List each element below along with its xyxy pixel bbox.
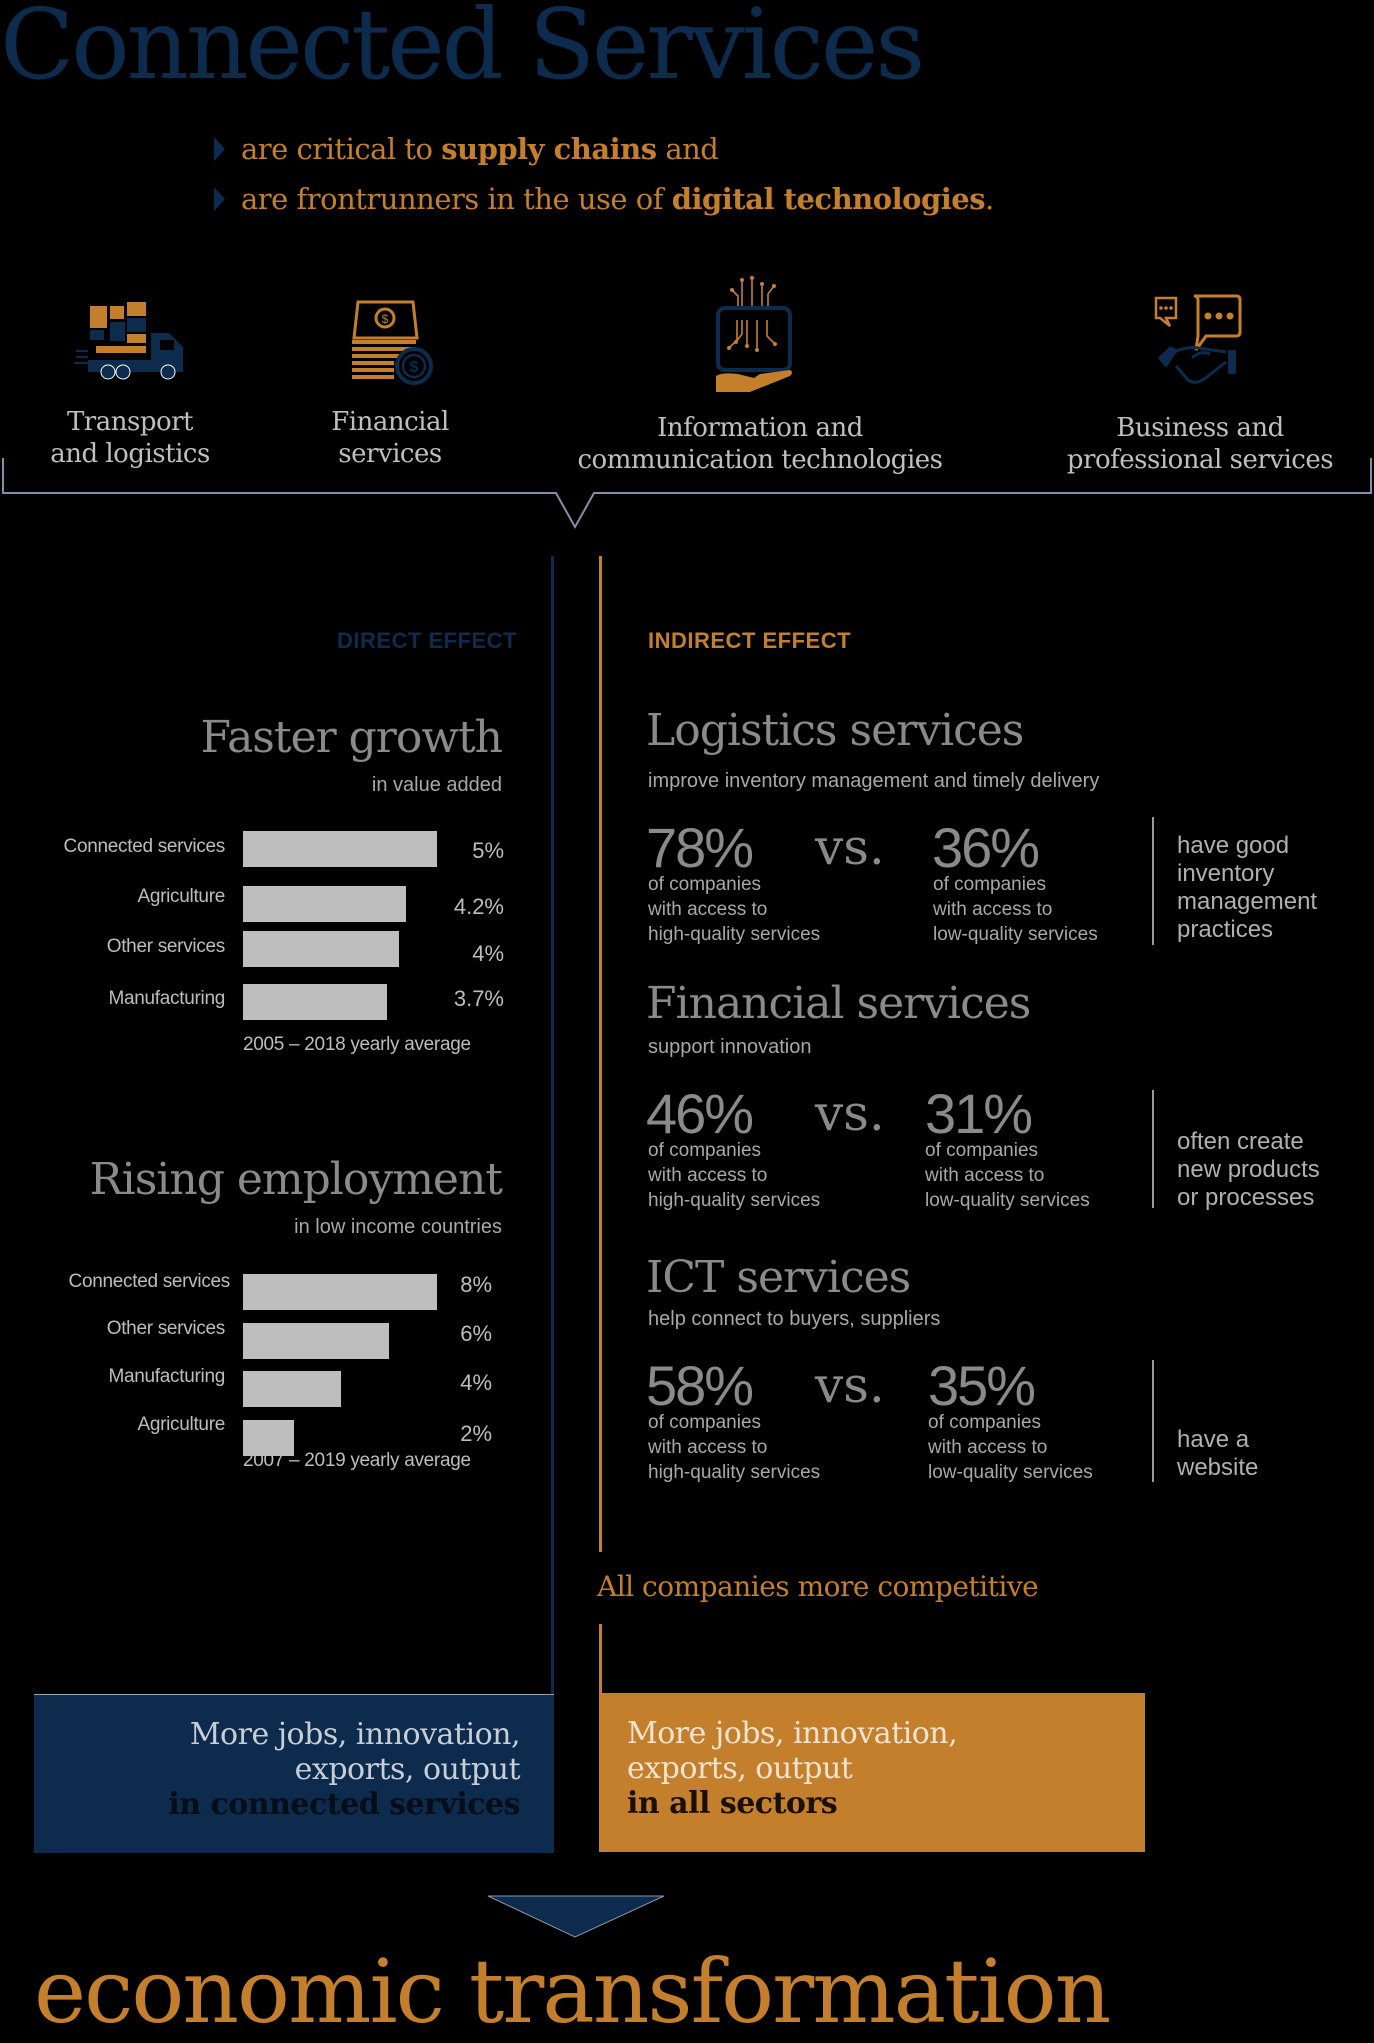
ict-low-pct: 35% bbox=[928, 1354, 1036, 1417]
result-divider bbox=[1152, 817, 1154, 945]
employment-title: Rising employment bbox=[89, 1154, 503, 1205]
ict-high-desc: of companies with access to high-quality… bbox=[648, 1412, 821, 1483]
ict-result: have a website bbox=[1177, 1426, 1259, 1481]
indirect-outcome-box: More jobs, innovation, exports, output i… bbox=[599, 1693, 1145, 1852]
bullet-digital-tech: are frontrunners in the use of digital t… bbox=[214, 174, 994, 224]
competitive-label: All companies more competitive bbox=[597, 1570, 1039, 1603]
employment-subtitle: in low income countries bbox=[294, 1216, 502, 1238]
bar-value: 4% bbox=[472, 941, 504, 966]
bar-label: Other services bbox=[106, 1318, 226, 1339]
result-divider bbox=[1152, 1360, 1154, 1482]
money-stack-icon: $ $ bbox=[352, 300, 433, 385]
svg-text:$: $ bbox=[410, 359, 419, 376]
financial-low-desc: of companies with access to low-quality … bbox=[925, 1140, 1090, 1211]
result-divider bbox=[1152, 1090, 1154, 1208]
bar-agriculture bbox=[243, 886, 406, 922]
indirect-connector-line-lower bbox=[599, 1624, 602, 1694]
logistics-high-pct: 78% bbox=[646, 816, 754, 879]
bar-label: Agriculture bbox=[137, 1414, 225, 1435]
ict-low-desc: of companies with access to low-quality … bbox=[928, 1412, 1093, 1483]
financial-low-pct: 31% bbox=[925, 1082, 1033, 1145]
bullet-triangle-icon bbox=[214, 137, 225, 161]
indirect-effect-heading: INDIRECT EFFECT bbox=[648, 628, 852, 653]
bar-label: Connected services bbox=[63, 836, 226, 857]
bar-label: Connected services bbox=[68, 1271, 231, 1292]
indirect-outcome-text: More jobs, innovation, exports, output i… bbox=[627, 1716, 958, 1821]
financial-subtitle: support innovation bbox=[648, 1036, 812, 1058]
bullet-text: are critical to bbox=[241, 132, 433, 166]
financial-high-pct: 46% bbox=[646, 1082, 754, 1145]
indirect-connector-line bbox=[599, 556, 602, 1552]
growth-note: 2005 – 2018 yearly average bbox=[243, 1034, 471, 1055]
footer-conclusion: economic transformation bbox=[34, 1940, 1111, 2043]
bullet-supply-chains: are critical to supply chains and bbox=[214, 124, 994, 174]
svg-text:$: $ bbox=[382, 312, 389, 326]
bar-value: 4% bbox=[460, 1370, 492, 1395]
bar-value: 2% bbox=[460, 1421, 492, 1446]
bullet-triangle-icon bbox=[214, 187, 225, 211]
logistics-high-desc: of companies with access to high-quality… bbox=[648, 874, 821, 945]
bar-label: Other services bbox=[106, 936, 226, 957]
financial-result: often create new products or processes bbox=[1177, 1128, 1320, 1211]
growth-subtitle: in value added bbox=[371, 774, 502, 796]
bullet-text: and bbox=[665, 132, 719, 166]
bar-agriculture bbox=[243, 1420, 294, 1456]
intro-bullets: are critical to supply chains and are fr… bbox=[214, 124, 994, 224]
direct-outcome-text: More jobs, innovation, exports, output i… bbox=[168, 1717, 520, 1822]
bullet-text: are frontrunners in the use of bbox=[241, 182, 663, 216]
vs-label: vs. bbox=[815, 818, 885, 876]
handshake-chat-icon bbox=[1154, 294, 1242, 384]
bar-value: 5% bbox=[472, 838, 504, 863]
bar-value: 6% bbox=[460, 1321, 492, 1346]
bar-manufacturing bbox=[243, 984, 387, 1020]
ict-title: ICT services bbox=[646, 1252, 911, 1303]
financial-title: Financial services bbox=[646, 978, 1031, 1029]
logistics-subtitle: improve inventory management and timely … bbox=[648, 770, 1100, 792]
growth-title: Faster growth bbox=[200, 712, 503, 763]
logistics-title: Logistics services bbox=[646, 705, 1024, 756]
bar-label: Agriculture bbox=[137, 886, 225, 907]
bar-connected-services bbox=[243, 831, 437, 867]
category-business: Business and professional services bbox=[1066, 413, 1334, 475]
bar-connected-services bbox=[243, 1274, 437, 1310]
bar-value: 3.7% bbox=[453, 986, 504, 1011]
category-bracket bbox=[2, 458, 1372, 530]
logistics-low-pct: 36% bbox=[932, 816, 1040, 879]
bar-label: Manufacturing bbox=[108, 988, 225, 1009]
bullet-text: . bbox=[985, 182, 994, 216]
bullet-emphasis: supply chains bbox=[441, 132, 657, 166]
bar-other-services bbox=[243, 1323, 389, 1359]
vs-label: vs. bbox=[815, 1356, 885, 1414]
bar-value: 4.2% bbox=[453, 894, 504, 919]
bar-other-services bbox=[243, 931, 399, 967]
circuit-hand-icon bbox=[716, 276, 792, 392]
ict-high-pct: 58% bbox=[646, 1354, 754, 1417]
direct-effect-heading: DIRECT EFFECT bbox=[336, 628, 517, 653]
page-title: Connected Services bbox=[0, 0, 925, 101]
bullet-emphasis: digital technologies bbox=[671, 182, 986, 216]
logistics-result: have good inventory management practices bbox=[1177, 832, 1318, 943]
vs-label: vs. bbox=[815, 1084, 885, 1142]
ict-subtitle: help connect to buyers, suppliers bbox=[648, 1308, 941, 1330]
direct-connector-line bbox=[551, 556, 554, 1694]
category-ict: Information and communication technologi… bbox=[577, 413, 943, 475]
down-arrow-icon bbox=[487, 1895, 665, 1938]
bar-label: Manufacturing bbox=[108, 1366, 225, 1387]
bar-value: 8% bbox=[460, 1272, 492, 1297]
financial-high-desc: of companies with access to high-quality… bbox=[648, 1140, 821, 1211]
direct-outcome-box: More jobs, innovation, exports, output i… bbox=[34, 1694, 554, 1853]
logistics-low-desc: of companies with access to low-quality … bbox=[933, 874, 1098, 945]
bar-manufacturing bbox=[243, 1371, 341, 1407]
employment-note: 2007 – 2019 yearly average bbox=[243, 1450, 471, 1471]
category-transport: Transport and logistics bbox=[50, 407, 210, 469]
truck-icon bbox=[74, 302, 183, 380]
category-financial: Financial services bbox=[331, 407, 449, 469]
